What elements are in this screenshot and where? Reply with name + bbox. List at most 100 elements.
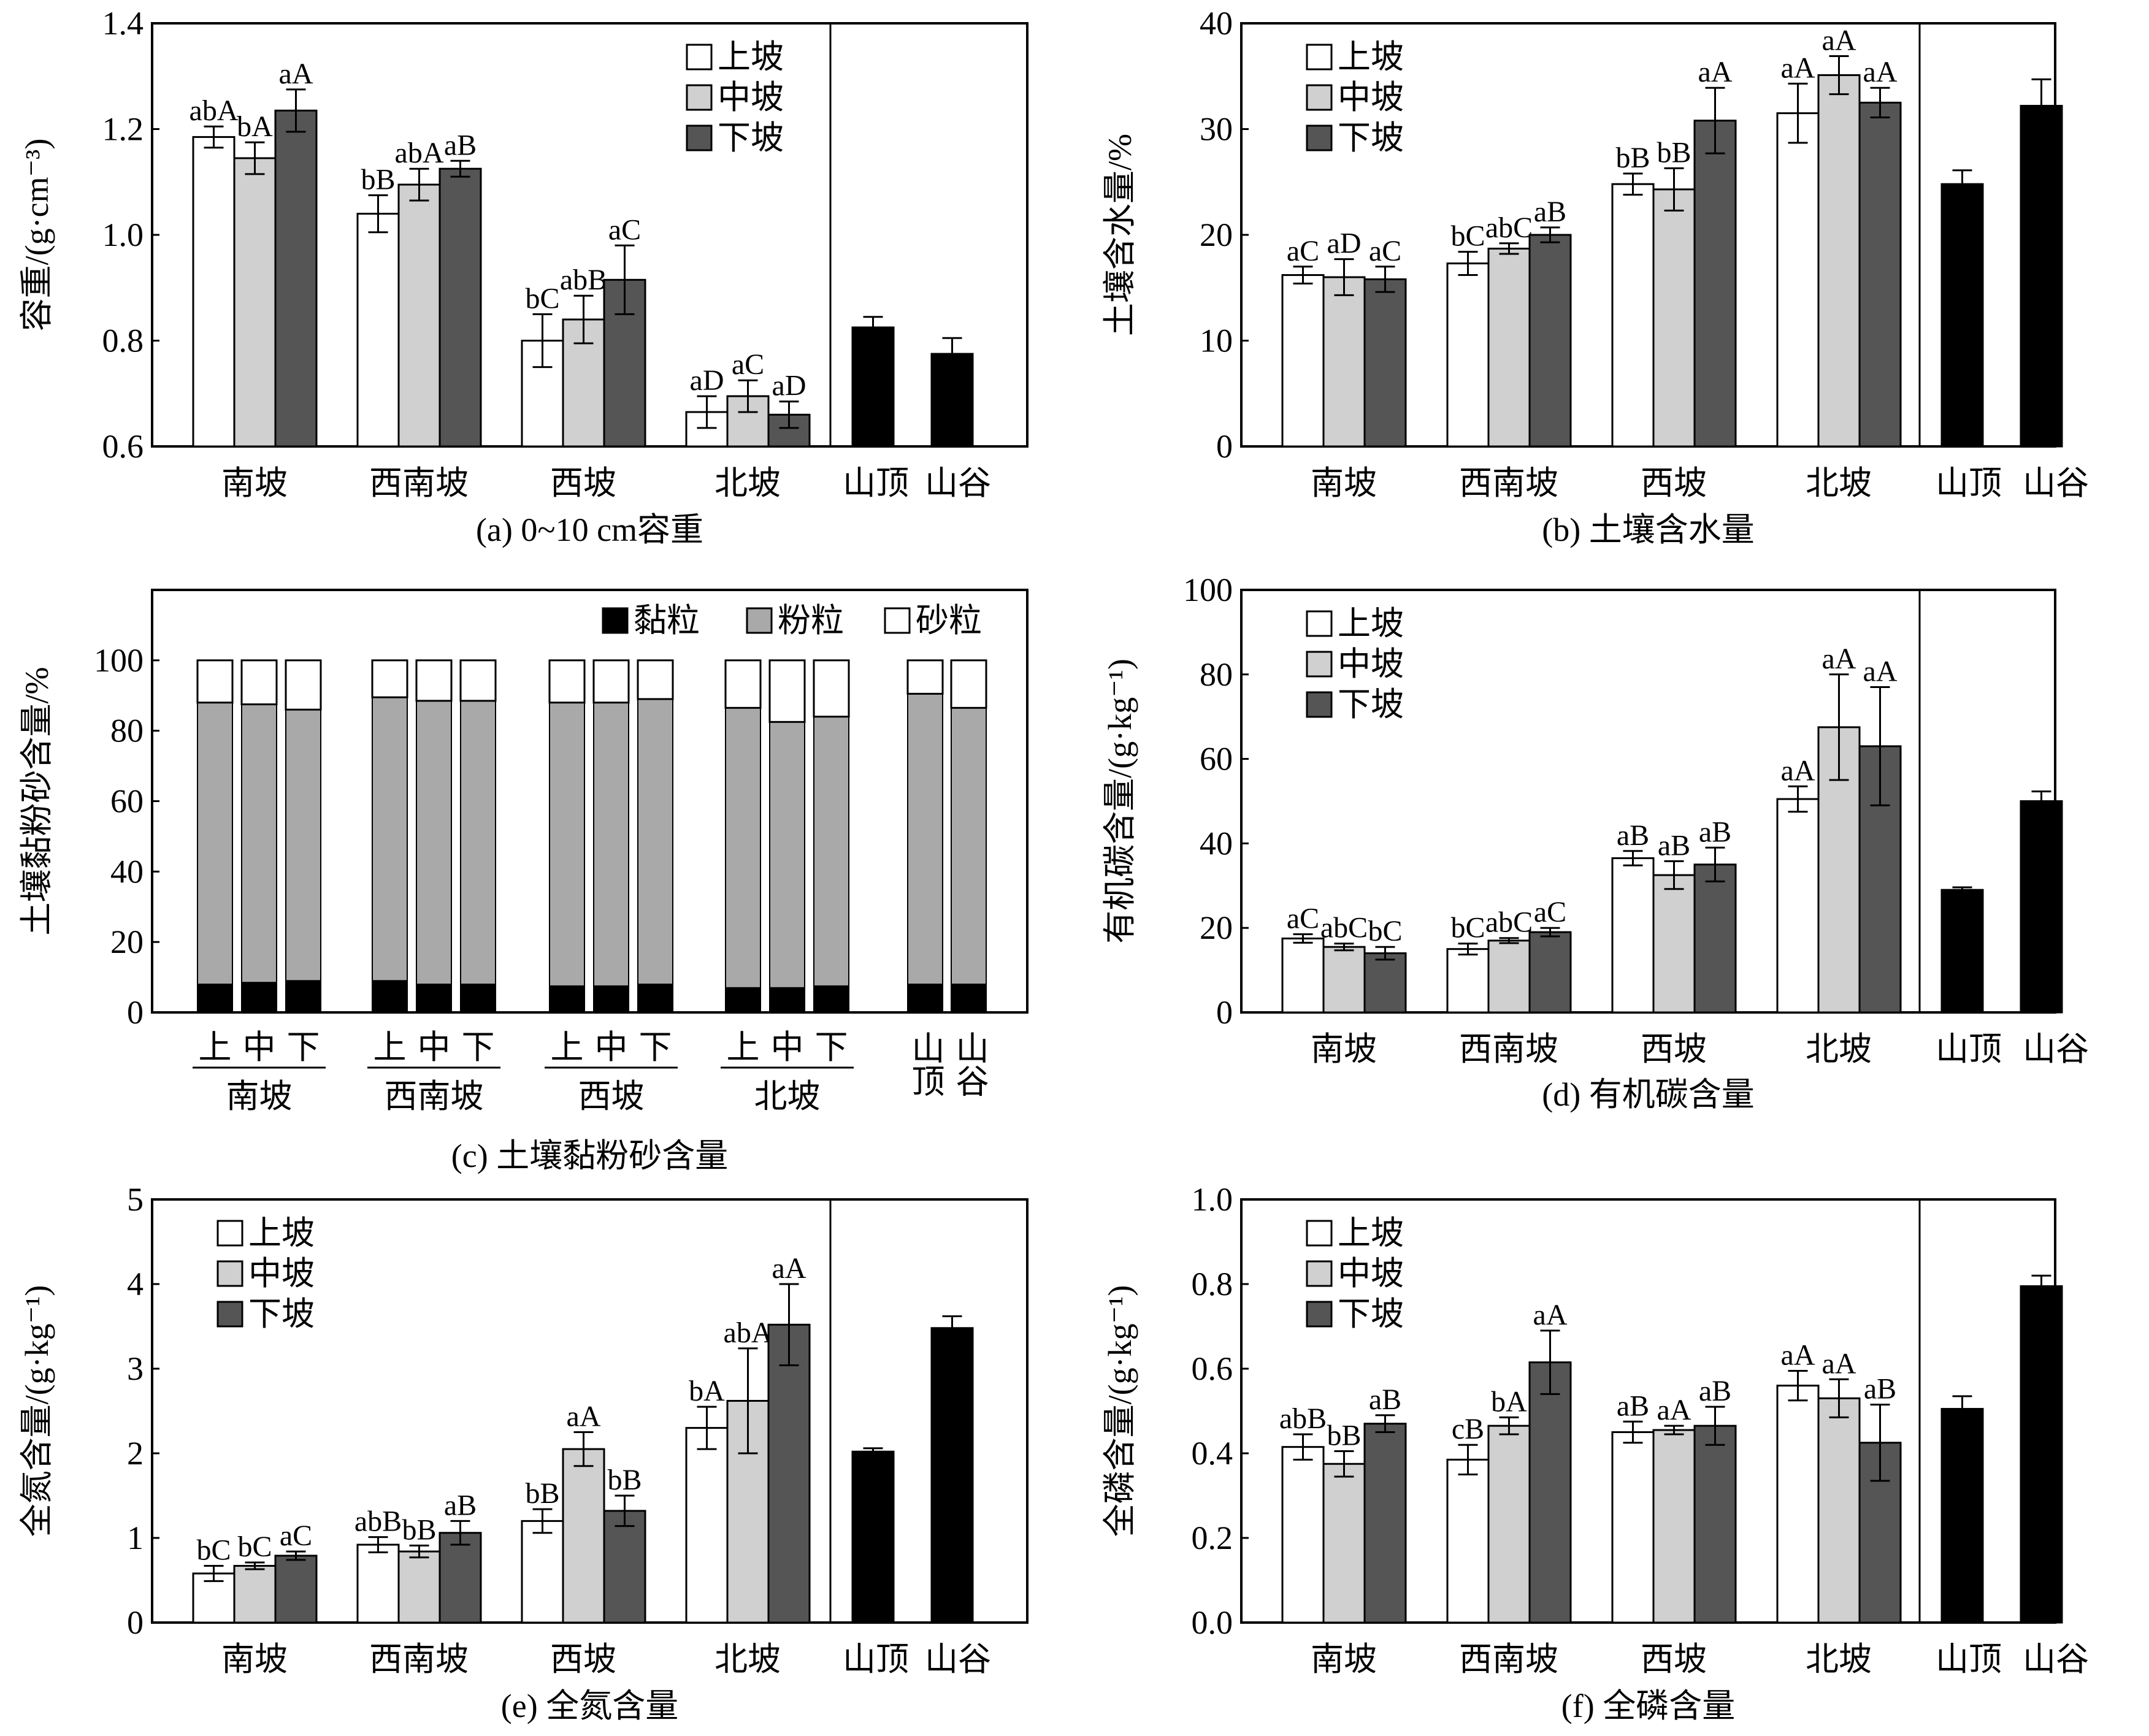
bar-clay [460,984,496,1013]
bar-silt [372,697,408,982]
significance-label: aB [1617,1390,1649,1422]
bar-sand [459,659,497,702]
legend-label: 中坡 [718,79,784,116]
significance-label: aA [1698,56,1733,88]
bar-中坡 [233,157,277,448]
y-tick-label: 1 [127,1520,144,1556]
bar-中坡 [1817,74,1861,448]
significance-label: aA [1822,1347,1856,1380]
y-tick-label: 0.6 [102,428,144,465]
legend-swatch [216,1260,243,1287]
bar-label: 上 [373,1029,407,1066]
bar-clay [725,987,761,1014]
category-label: 山顶 [843,465,909,502]
legend-swatch [686,84,713,111]
y-tick-label: 1.0 [102,216,144,253]
significance-label: aB [1658,829,1690,862]
bar-silt [285,709,321,982]
bar-中坡 [397,183,441,448]
bar-上坡 [1776,798,1820,1014]
bar-中坡 [1322,276,1366,448]
bar-上坡 [1776,112,1820,448]
significance-label: aA [1863,655,1898,687]
bar-label: 下 [639,1029,672,1066]
bar-下坡 [603,1510,646,1624]
bar-下坡 [1528,931,1572,1014]
significance-label: abC [1320,912,1368,944]
bar-silt [460,700,496,985]
bar-上坡 [1446,948,1490,1014]
significance-label: bC [1368,915,1402,947]
legend-swatch [1306,691,1333,718]
y-tick-label: 80 [1200,656,1233,693]
bar-clay [813,985,849,1013]
legend-swatch [1306,651,1333,678]
bar-上坡 [1446,1458,1490,1624]
bar-上坡 [356,213,400,448]
y-tick-label: 5 [127,1181,144,1218]
bar-sand [285,659,322,711]
y-axis-label: 容重/(g·cm⁻³) [18,139,55,332]
significance-label: aC [1287,235,1319,267]
category-label: 山谷 [925,465,991,502]
bar-上坡 [1611,183,1655,448]
bar-silt [549,702,585,987]
bar-上坡 [1776,1385,1820,1624]
bar-下坡 [439,167,482,448]
category-label: 山谷 [925,1641,991,1678]
y-tick-label: 0 [127,994,144,1031]
category-label: 北坡 [1806,1031,1872,1068]
y-tick-label: 100 [94,642,144,679]
bar-sand [950,659,987,709]
bar-sand [240,659,278,706]
bar-下坡 [1693,120,1737,448]
significance-label: aA [1781,52,1815,84]
bar-clay [637,984,673,1013]
significance-label: aB [444,1489,477,1521]
significance-label: aB [1699,816,1731,848]
bar-下坡 [767,1323,811,1624]
significance-label: aA [1781,1339,1815,1371]
legend-label: 中坡 [1338,1255,1404,1292]
significance-label: bB [1657,136,1691,169]
bar-label: 山谷 [951,1031,987,1097]
chart-caption: (f) 全磷含量 [1561,1688,1735,1724]
legend-swatch [1306,44,1333,71]
legend-label: 中坡 [248,1255,315,1292]
bar-中坡 [1487,1424,1531,1624]
bar-silt [769,721,805,988]
bar-中坡 [1652,1429,1696,1624]
bar-silt [416,700,452,985]
significance-label: bB [525,1477,559,1510]
y-tick-label: 40 [1200,825,1233,862]
significance-label: aC [1534,896,1566,928]
bar-silt [593,702,629,987]
legend-label: 上坡 [1338,39,1404,75]
legend-swatch [602,607,629,634]
bar-silt [951,707,987,985]
category-label: 南坡 [1311,1641,1377,1678]
significance-label: aA [1863,56,1898,88]
bar-中坡 [1322,1463,1366,1624]
y-tick-label: 30 [1200,111,1233,148]
bar-sand [724,659,762,709]
y-tick-label: 10 [1200,323,1233,359]
bar-special [851,1450,895,1624]
significance-label: aC [732,348,764,381]
bar-下坡 [439,1532,482,1624]
legend-label: 下坡 [248,1296,315,1333]
legend-swatch [686,44,713,71]
bar-clay [241,982,277,1013]
bar-sand [768,659,806,723]
bar-special [2020,800,2063,1014]
bar-中坡 [562,1448,605,1624]
significance-label: cB [1452,1413,1484,1445]
bar-上坡 [356,1543,400,1624]
chart-panel-a: 0.6 0.8 1.0 1.2 1.4 容重/(g·cm⁻³) (a) 0~10 cm容重 a… [18,5,1029,548]
legend-label: 粉粒 [778,602,844,639]
legend-label: 黏粒 [634,602,700,639]
y-tick-label: 1.4 [102,5,144,42]
y-tick-label: 4 [127,1266,144,1302]
significance-label: bA [237,110,273,143]
